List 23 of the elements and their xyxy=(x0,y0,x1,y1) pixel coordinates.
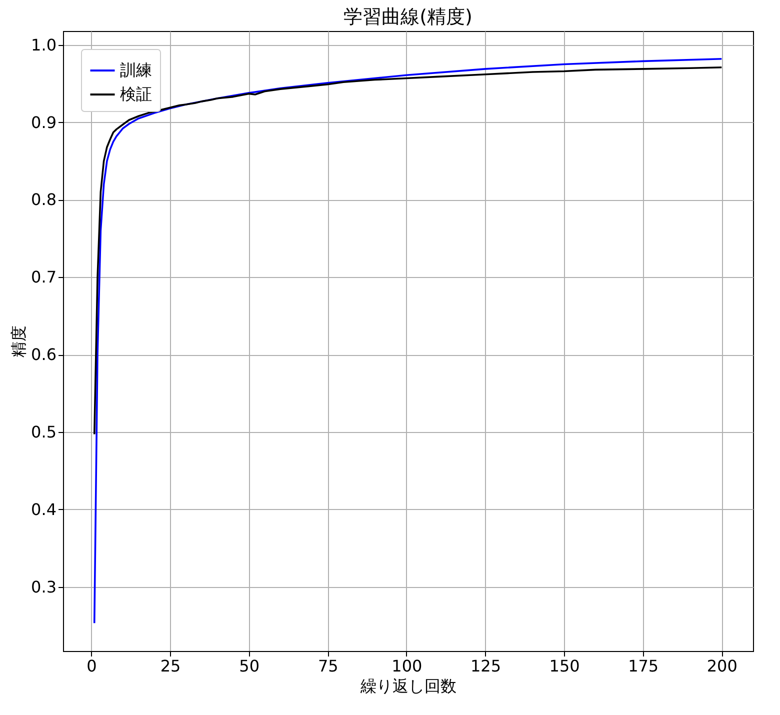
x-axis-title: 繰り返し回数 xyxy=(360,676,456,696)
x-tick-label: 100 xyxy=(392,656,422,676)
x-tick-label: 125 xyxy=(470,656,501,676)
y-tick-label: 0.9 xyxy=(31,112,56,132)
y-tick-label: 0.8 xyxy=(31,190,56,210)
chart-title: 学習曲線(精度) xyxy=(344,6,472,28)
y-axis-title: 精度 xyxy=(9,326,28,358)
x-tick-label: 75 xyxy=(318,656,338,676)
legend-label: 訓練 xyxy=(120,60,152,80)
y-tick-label: 1.0 xyxy=(31,35,56,54)
x-tick-label: 150 xyxy=(549,656,580,676)
y-tick-label: 0.4 xyxy=(31,500,56,519)
y-tick-label: 0.5 xyxy=(31,422,56,442)
x-tick-label: 0 xyxy=(86,656,97,676)
x-tick-label: 50 xyxy=(239,656,260,676)
y-tick-label: 0.6 xyxy=(31,345,56,364)
legend-label: 検証 xyxy=(120,84,152,104)
x-tick-label: 25 xyxy=(160,656,181,676)
x-tick-label: 175 xyxy=(628,656,659,676)
x-tick-label: 200 xyxy=(706,656,738,676)
y-tick-label: 0.3 xyxy=(31,577,56,596)
line-series xyxy=(93,58,723,624)
y-tick-label: 0.7 xyxy=(31,268,56,287)
